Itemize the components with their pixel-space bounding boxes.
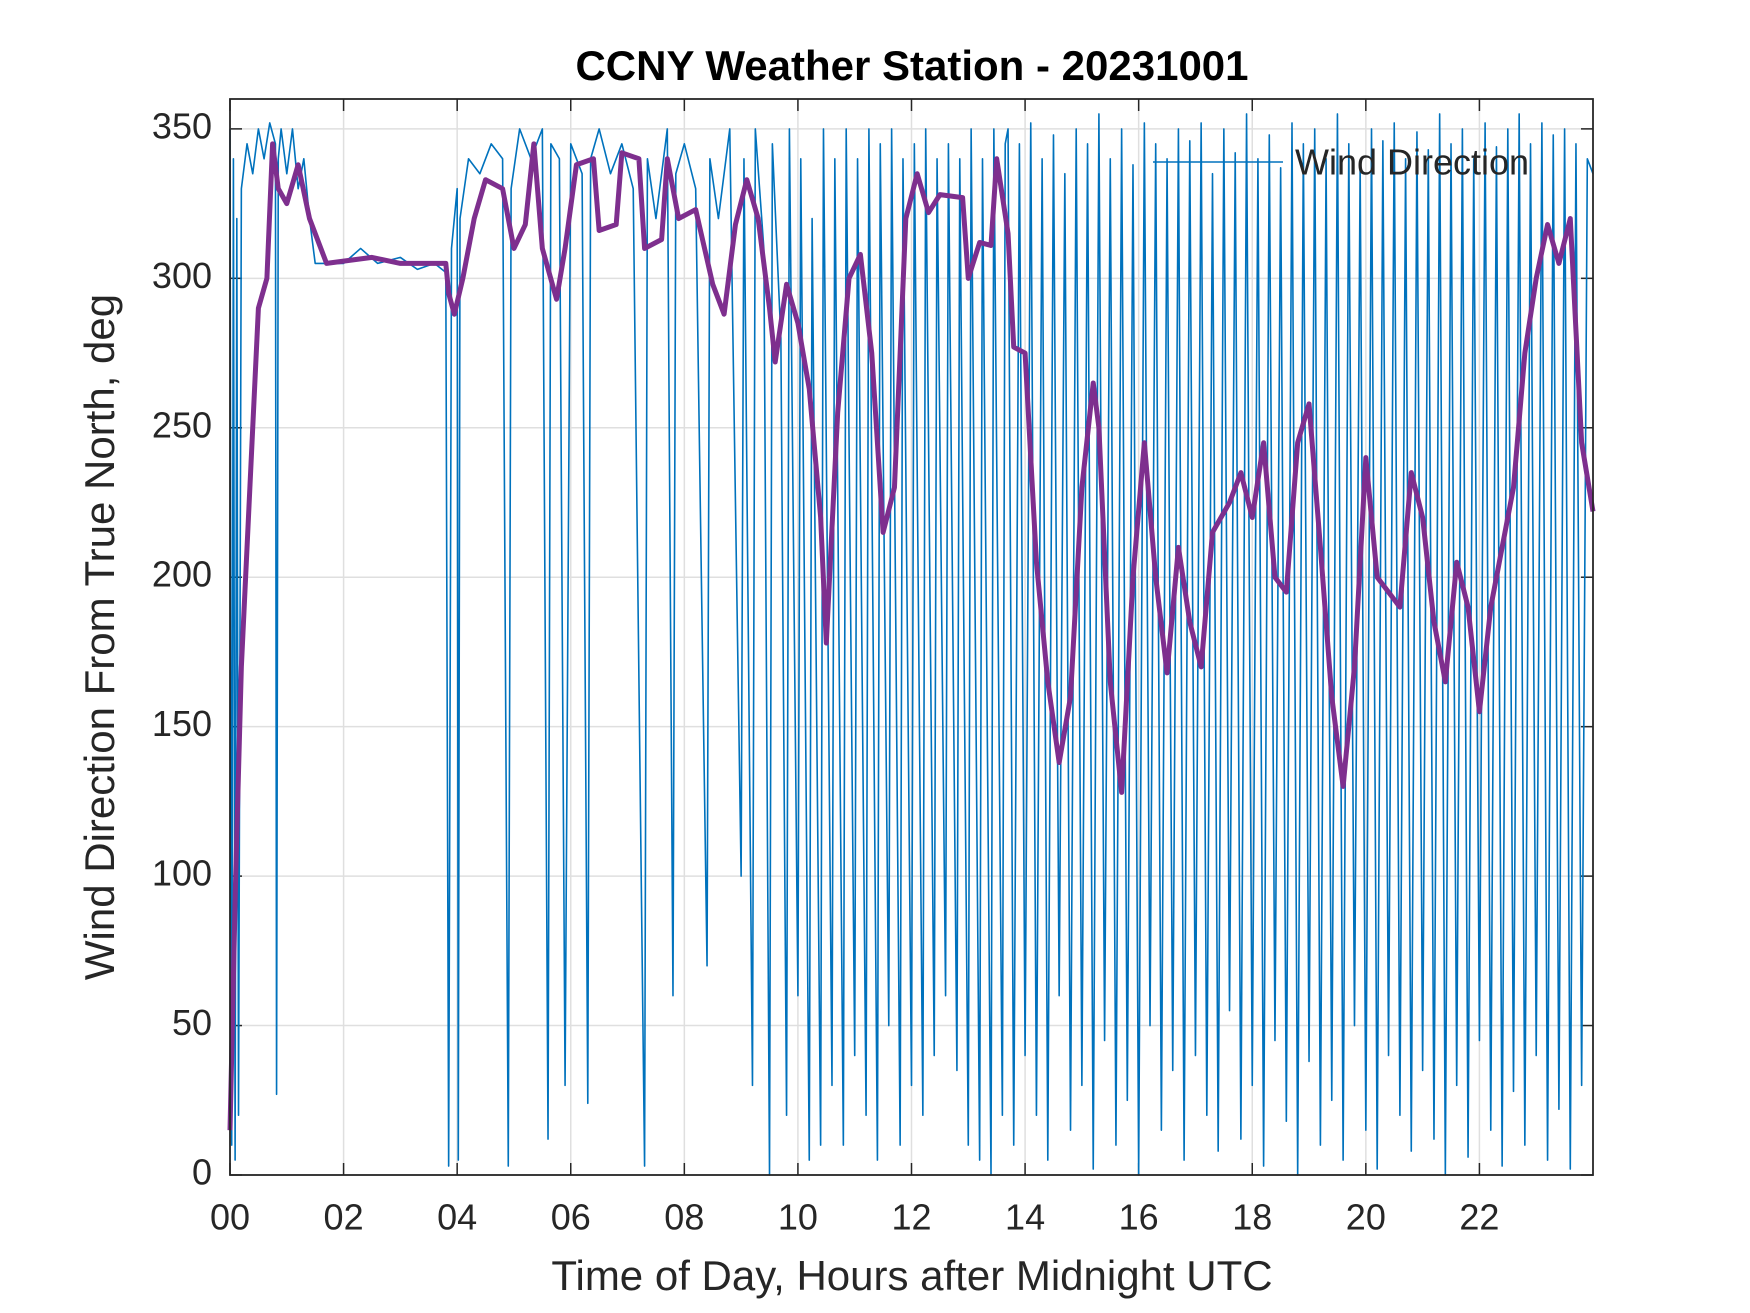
series-line	[227, 141, 1596, 1131]
y-axis-label: Wind Direction From True North, deg	[76, 294, 123, 980]
x-tick-label: 18	[1232, 1197, 1272, 1238]
x-tick-label: 04	[437, 1197, 477, 1238]
x-tick-label: 20	[1346, 1197, 1386, 1238]
legend-label: Wind Direction	[1295, 142, 1529, 183]
y-tick-label: 100	[152, 853, 212, 894]
x-tick-label: 06	[551, 1197, 591, 1238]
x-tick-label: 16	[1119, 1197, 1159, 1238]
y-tick-label: 300	[152, 255, 212, 296]
x-tick-label: 22	[1459, 1197, 1499, 1238]
x-tick-label: 10	[778, 1197, 818, 1238]
x-axis-label: Time of Day, Hours after Midnight UTC	[551, 1252, 1272, 1299]
plot-frame	[229, 98, 1594, 1176]
chart-title: CCNY Weather Station - 20231001	[575, 42, 1248, 89]
y-tick-label: 250	[152, 404, 212, 445]
series-line	[229, 113, 1594, 1176]
x-tick-label: 00	[210, 1197, 250, 1238]
y-tick-label: 200	[152, 554, 212, 595]
x-tick-label: 02	[324, 1197, 364, 1238]
y-tick-label: 350	[152, 105, 212, 146]
y-tick-label: 0	[192, 1152, 212, 1193]
x-tick-label: 14	[1005, 1197, 1045, 1238]
x-tick-label: 08	[664, 1197, 704, 1238]
y-tick-label: 150	[152, 703, 212, 744]
y-tick-label: 50	[172, 1002, 212, 1043]
x-tick-label: 12	[891, 1197, 931, 1238]
